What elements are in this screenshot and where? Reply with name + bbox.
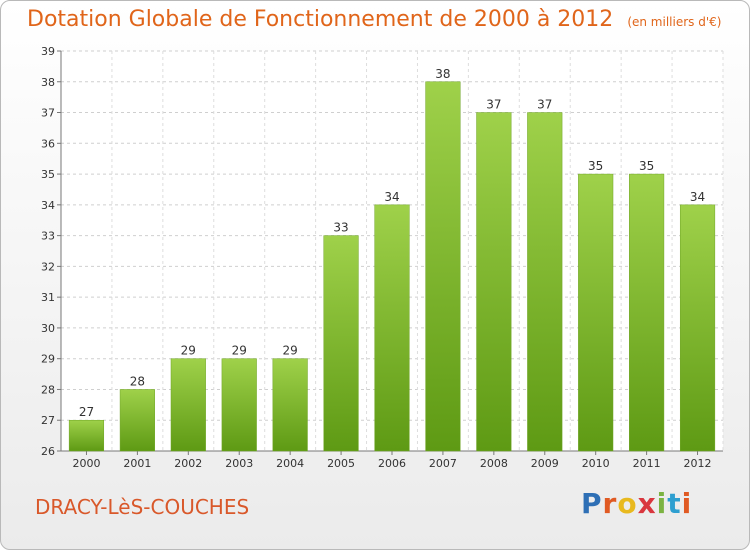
bar <box>323 235 359 452</box>
x-tick-label: 2011 <box>633 457 661 470</box>
bar <box>527 112 563 452</box>
bar <box>221 358 257 452</box>
bar-value-label: 34 <box>384 190 399 204</box>
x-tick-label: 2007 <box>429 457 457 470</box>
bar <box>374 204 410 452</box>
x-tick-label: 2000 <box>72 457 100 470</box>
logo-letter: i <box>681 487 693 520</box>
bar-value-label: 37 <box>486 98 501 112</box>
bar-value-label: 29 <box>283 344 298 358</box>
bar-value-label: 29 <box>232 344 247 358</box>
x-tick-label: 2001 <box>123 457 151 470</box>
bar <box>679 204 716 452</box>
bar-value-label: 28 <box>130 374 145 388</box>
y-tick-label: 30 <box>41 322 55 335</box>
bar <box>425 81 461 452</box>
bars <box>68 81 716 452</box>
bar <box>272 358 308 452</box>
bar <box>629 173 665 452</box>
bar <box>578 173 614 452</box>
bar-value-label: 27 <box>79 405 94 419</box>
bar <box>68 419 105 452</box>
bar-value-label: 35 <box>588 159 603 173</box>
y-tick-label: 28 <box>41 383 55 396</box>
bar-value-label: 35 <box>639 159 654 173</box>
x-tick-label: 2003 <box>225 457 253 470</box>
y-tick-label: 32 <box>41 260 55 273</box>
y-tick-label: 27 <box>41 414 55 427</box>
bar-value-label: 38 <box>435 67 450 81</box>
bar-value-label: 29 <box>181 344 196 358</box>
y-tick-label: 29 <box>41 353 55 366</box>
x-tick-label: 2012 <box>684 457 712 470</box>
logo-letter: x <box>637 487 657 520</box>
commune-name: DRACY-LèS-COUCHES <box>35 495 250 519</box>
logo-letter: t <box>667 487 682 520</box>
proxiti-logo: Proxiti <box>581 487 692 520</box>
logo-letter: r <box>602 487 618 520</box>
title-text: Dotation Globale de Fonctionnement de 20… <box>27 7 614 32</box>
y-tick-label: 35 <box>41 168 55 181</box>
x-tick-label: 2008 <box>480 457 508 470</box>
x-tick-label: 2010 <box>582 457 610 470</box>
y-tick-label: 34 <box>41 199 55 212</box>
logo-letter: o <box>617 487 638 520</box>
x-tick-label: 2009 <box>531 457 559 470</box>
y-tick-label: 33 <box>41 230 55 243</box>
bar-value-label: 33 <box>333 221 348 235</box>
x-tick-label: 2004 <box>276 457 304 470</box>
y-tick-label: 26 <box>41 445 55 458</box>
x-tick-label: 2006 <box>378 457 406 470</box>
bar-value-label: 34 <box>690 190 705 204</box>
bar <box>119 389 155 452</box>
bar <box>476 112 512 452</box>
x-tick-label: 2005 <box>327 457 355 470</box>
labels: 27 2000 28 2001 29 2002 29 2003 29 2004 33 2005 34 20… <box>72 67 711 470</box>
y-tick-label: 37 <box>41 107 55 120</box>
logo-letter: i <box>656 487 668 520</box>
bar-value-label: 37 <box>537 98 552 112</box>
y-tick-label: 39 <box>41 45 55 58</box>
chart-title: Dotation Globale de Fonctionnement de 20… <box>27 7 721 32</box>
y-tick-label: 38 <box>41 76 55 89</box>
logo-letter: P <box>581 487 603 520</box>
y-tick-label: 31 <box>41 291 55 304</box>
title-unit: (en milliers d'€) <box>627 15 722 29</box>
y-tick-label: 36 <box>41 137 55 150</box>
bar <box>170 358 206 452</box>
x-tick-label: 2002 <box>174 457 202 470</box>
